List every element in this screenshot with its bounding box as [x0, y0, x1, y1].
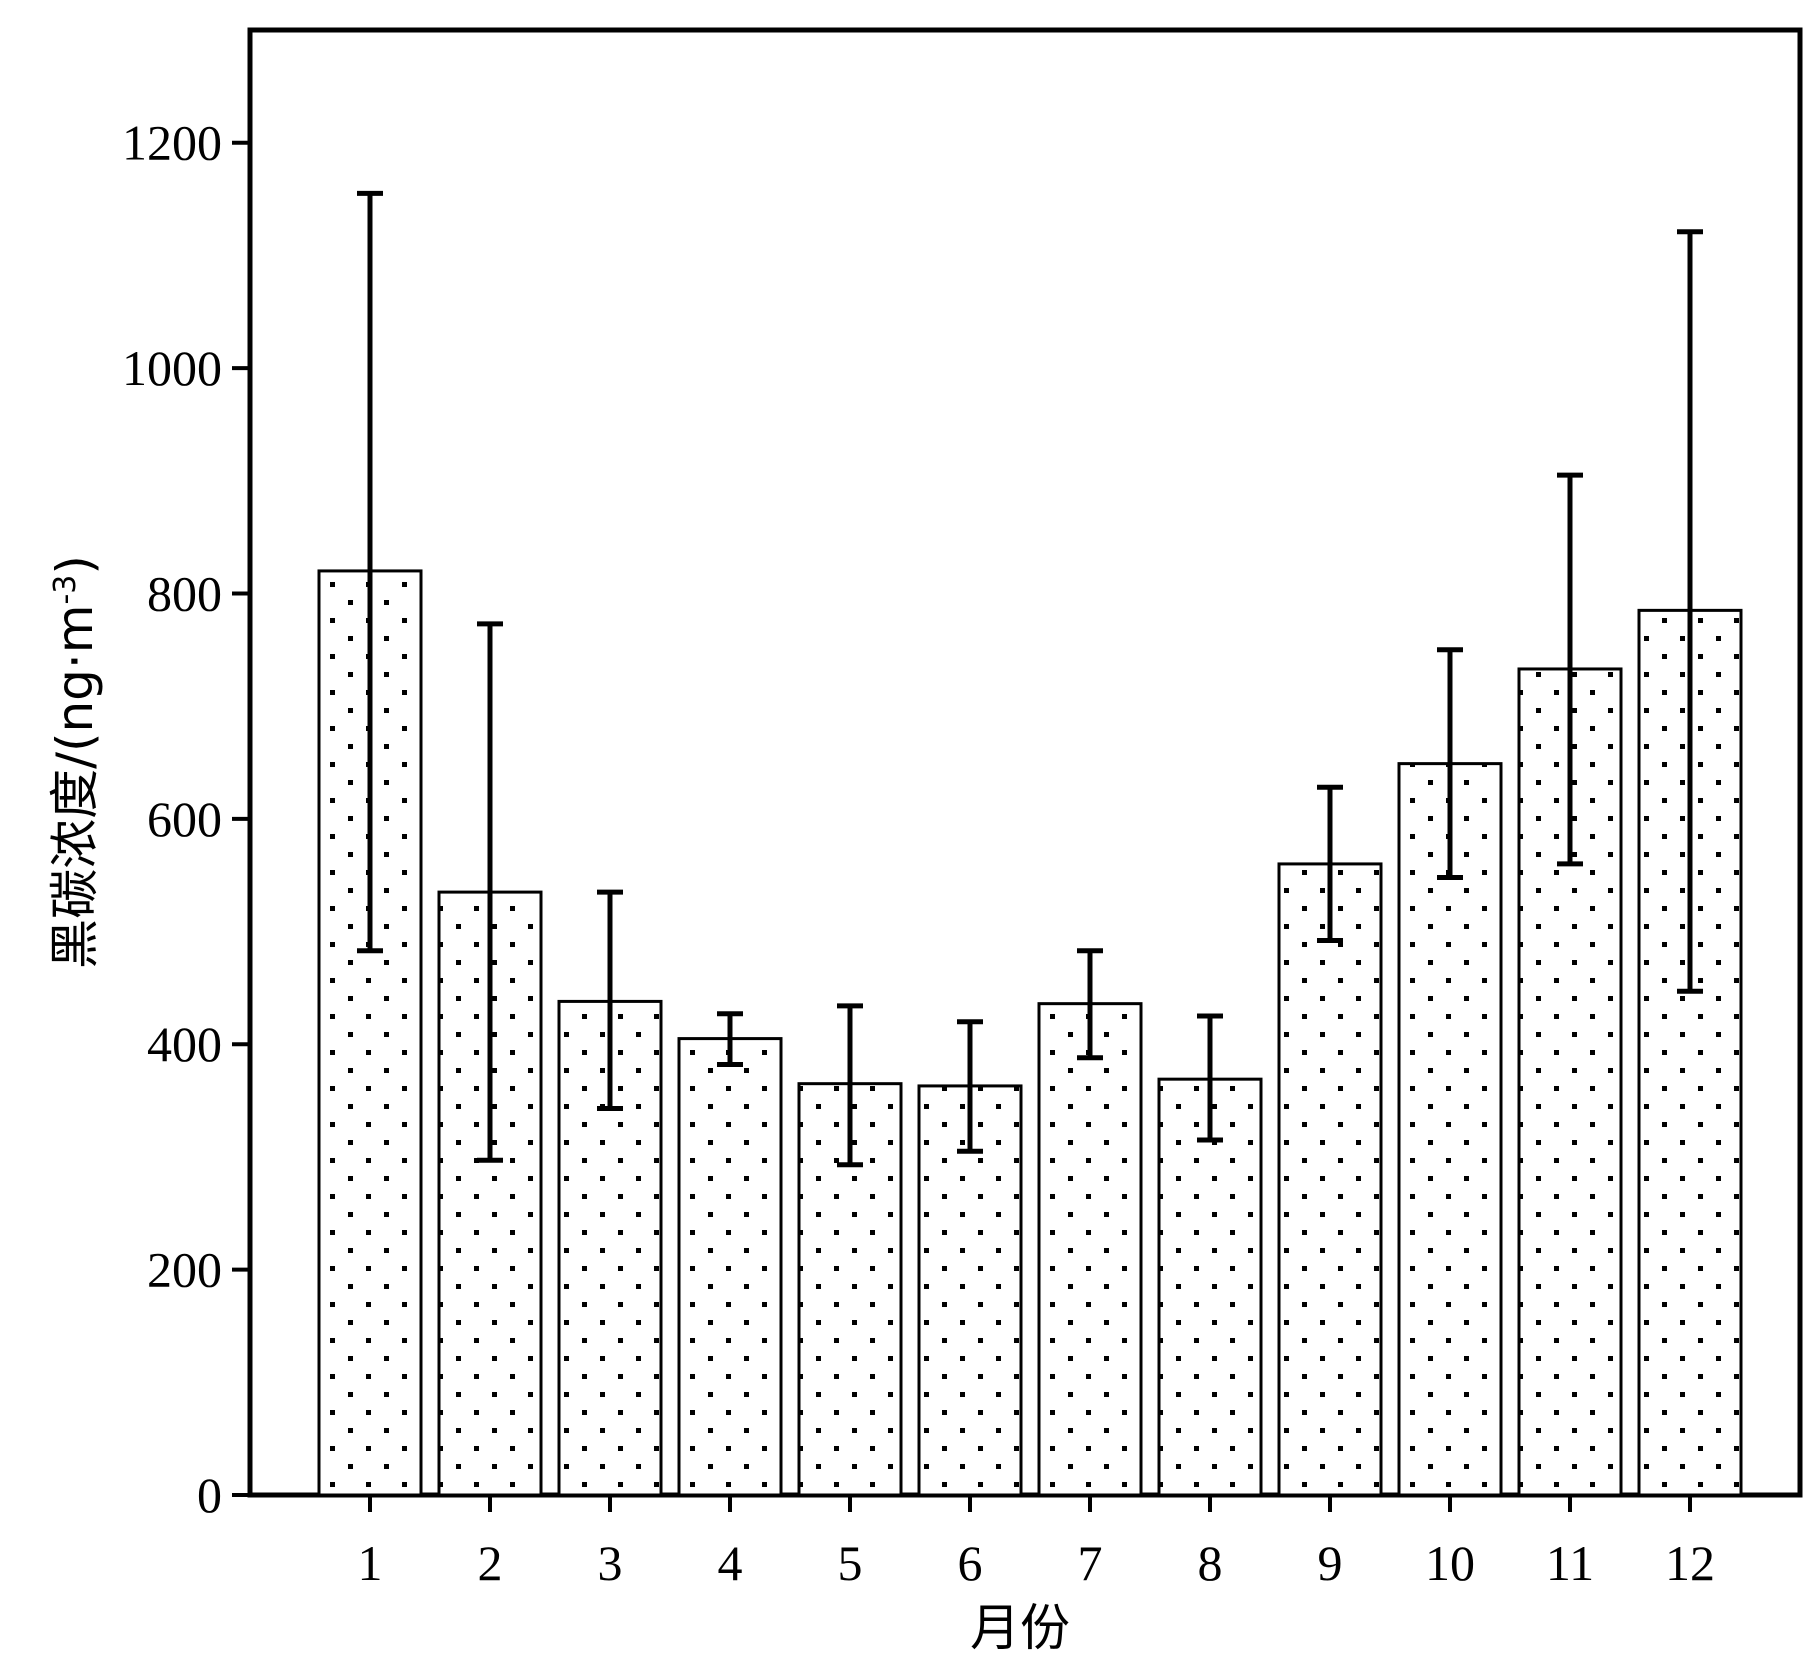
- bar-4: [677, 1037, 783, 1497]
- y-tick-label-200: 200: [147, 1242, 222, 1298]
- y-axis-title-group: 黑碳浓度/(ng·m-3): [46, 555, 104, 969]
- x-tick-label-7: 7: [1078, 1535, 1103, 1591]
- x-tick-label-9: 9: [1318, 1535, 1343, 1591]
- x-tick-label-10: 10: [1425, 1535, 1475, 1591]
- x-tick-label-8: 8: [1198, 1535, 1223, 1591]
- error-bar-12: [1677, 229, 1703, 994]
- x-tick-label-3: 3: [598, 1535, 623, 1591]
- error-bar-3: [597, 889, 623, 1111]
- error-bar-9: [1317, 784, 1343, 944]
- error-bar-5: [837, 1003, 863, 1168]
- y-tick-label-800: 800: [147, 565, 222, 621]
- error-bars-layer: [357, 190, 1703, 1168]
- x-tick-label-1: 1: [358, 1535, 383, 1591]
- x-tick-label-2: 2: [478, 1535, 503, 1591]
- x-tick-label-4: 4: [718, 1535, 743, 1591]
- bars-layer: [317, 569, 1743, 1497]
- bar-9: [1277, 862, 1383, 1497]
- y-axis-title-superscript: -3: [48, 575, 83, 605]
- x-tick-label-11: 11: [1546, 1535, 1594, 1591]
- x-axis: 1 2 3 4 5 6 7 8 9 10 11 12: [358, 1495, 1715, 1591]
- x-axis-title: 月份: [970, 1599, 1070, 1657]
- y-axis-title-main: 黑碳浓度/(ng·m: [46, 605, 104, 969]
- error-bar-8: [1197, 1013, 1223, 1143]
- error-bar-2: [477, 621, 503, 1163]
- y-tick-label-0: 0: [197, 1467, 222, 1523]
- y-tick-label-600: 600: [147, 791, 222, 847]
- plot-frame: [247, 27, 1803, 1498]
- x-tick-label-12: 12: [1665, 1535, 1715, 1591]
- y-axis-title: 黑碳浓度/(ng·m-3): [46, 555, 104, 969]
- y-axis: 0 200 400 600 800 1000 1200: [122, 115, 250, 1523]
- error-bar-10: [1437, 647, 1463, 880]
- error-bar-1: [357, 190, 383, 954]
- y-axis-title-close: ): [46, 555, 104, 575]
- x-tick-label-6: 6: [958, 1535, 983, 1591]
- bar-7: [1037, 1002, 1143, 1497]
- error-bar-6: [957, 1019, 983, 1154]
- y-tick-label-400: 400: [147, 1016, 222, 1072]
- error-bar-4: [717, 1011, 743, 1068]
- x-tick-label-5: 5: [838, 1535, 863, 1591]
- error-bar-11: [1557, 472, 1583, 867]
- y-tick-label-1200: 1200: [122, 115, 222, 171]
- y-tick-label-1000: 1000: [122, 340, 222, 396]
- bar-8: [1157, 1077, 1263, 1497]
- error-bar-7: [1077, 948, 1103, 1061]
- bar-10: [1397, 762, 1503, 1497]
